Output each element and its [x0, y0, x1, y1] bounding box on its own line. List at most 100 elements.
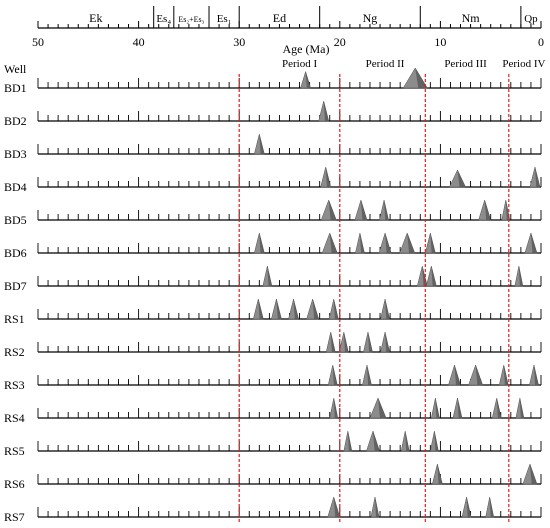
age-peak-shade	[466, 497, 472, 517]
tick-label: 40	[133, 35, 145, 49]
well-row: RS6	[4, 463, 542, 491]
well-label: RS6	[4, 477, 25, 491]
period-label: Period IV	[502, 58, 545, 70]
age-peak-shade	[343, 332, 349, 352]
formation-bar: Ek Es₄ Es₂+Es₃ Es₁ Ed Ng Nm Qp	[89, 6, 538, 28]
age-peak-shade	[496, 398, 502, 418]
age-axis: 50 40 30 20 10 0	[32, 21, 544, 49]
age-peak-shade	[385, 332, 390, 352]
well-row: BD7	[4, 265, 542, 293]
well-rows: BD1 BD2 BD3 BD4 BD5 BD6 BD7 RS1 RS2 RS3 RS4 RS5 RS6 R…	[4, 67, 542, 524]
well-row: RS2	[4, 331, 542, 359]
well-label: BD1	[4, 81, 27, 95]
formation-label: Es₂+Es₃	[178, 15, 204, 24]
age-peak-shade	[366, 365, 372, 385]
age-peak-shade	[434, 431, 439, 451]
age-peak-shade	[533, 365, 539, 385]
formation-label: Es₄	[156, 13, 171, 25]
age-peak-shade	[435, 398, 440, 418]
age-peak-shade	[489, 497, 494, 517]
well-label: BD3	[4, 147, 27, 161]
age-peak-shade	[333, 299, 339, 319]
well-label: BD5	[4, 213, 27, 227]
period-labels: Period I Period II Period III Period IV	[282, 58, 546, 70]
age-peak-shade	[519, 398, 524, 418]
well-label: RS7	[4, 510, 25, 524]
age-peak-shade	[457, 170, 466, 187]
well-label: BD7	[4, 279, 27, 293]
age-peak-shade	[258, 299, 264, 319]
age-peak-shade	[333, 497, 340, 517]
age-peak-shade	[333, 398, 338, 418]
formation-label: Nm	[462, 11, 481, 25]
formation-label: Ek	[89, 11, 102, 25]
well-label: RS5	[4, 444, 25, 458]
age-peak-shade	[305, 71, 311, 88]
age-peak-shade	[385, 299, 390, 319]
age-peak-shade	[530, 233, 537, 253]
formation-label: Es₁	[217, 13, 232, 25]
age-peak-shade	[407, 233, 415, 253]
formation-label: Ng	[363, 11, 378, 25]
well-row: RS4	[4, 397, 542, 425]
period-label: Period III	[444, 58, 487, 70]
formation-label: Ed	[273, 11, 286, 25]
age-peak-shade	[367, 332, 373, 352]
age-peak-shade	[405, 431, 410, 451]
age-peak-shade	[422, 266, 428, 286]
well-row: BD2	[4, 100, 542, 128]
well-label: RS2	[4, 345, 25, 359]
age-peak-shade	[267, 266, 272, 286]
age-peak-shade	[430, 233, 436, 253]
age-peak-shade	[259, 134, 265, 154]
age-peak-shade	[330, 332, 336, 352]
age-peak-shade	[293, 299, 299, 319]
age-peak-shade	[415, 68, 428, 88]
tick-label: 10	[434, 35, 446, 49]
age-peak-shade	[360, 200, 367, 220]
age-peak-shade	[332, 365, 338, 385]
age-peak-shade	[437, 464, 443, 484]
age-peak-shade	[328, 200, 337, 220]
age-peak-shade	[518, 266, 523, 286]
period-boundaries	[238, 74, 510, 523]
age-peak-shade	[431, 266, 437, 286]
age-peak-shade	[372, 431, 380, 451]
tick-label: 50	[32, 35, 44, 49]
age-peak-shade	[312, 299, 319, 319]
age-peak-shade	[457, 398, 463, 418]
well-row: RS1	[4, 298, 542, 326]
well-label: BD2	[4, 114, 27, 128]
well-label: BD6	[4, 246, 27, 260]
age-peak-shade	[259, 233, 265, 253]
well-row: RS7	[4, 496, 542, 524]
well-row: RS3	[4, 364, 542, 392]
age-peak-shade	[378, 398, 387, 418]
age-peak-shade	[484, 200, 491, 220]
well-label: RS3	[4, 378, 25, 392]
period-label: Period II	[366, 58, 405, 70]
well-row: BD1	[4, 67, 542, 95]
period-label: Period I	[282, 58, 317, 70]
age-peak-shade	[325, 167, 331, 187]
tick-label: 0	[538, 35, 544, 49]
well-row: BD5	[4, 199, 542, 227]
age-peak-shade	[276, 299, 282, 319]
age-peak-shade	[475, 365, 483, 385]
well-header: Well	[4, 62, 27, 76]
well-label: RS4	[4, 411, 25, 425]
well-label: RS1	[4, 312, 25, 326]
age-peak-shade	[323, 101, 329, 121]
age-peak-shade	[329, 233, 338, 253]
well-row: RS5	[4, 430, 542, 458]
formation-label: Qp	[524, 13, 538, 25]
x-axis-label: Age (Ma)	[283, 42, 330, 56]
well-row: BD3	[4, 133, 542, 161]
tick-label: 30	[233, 35, 245, 49]
age-peak-shade	[454, 365, 461, 385]
age-peak-shade	[359, 233, 365, 253]
age-peak-shade	[375, 497, 380, 517]
age-peak-shade	[384, 200, 389, 220]
age-peak-shade	[503, 365, 509, 385]
